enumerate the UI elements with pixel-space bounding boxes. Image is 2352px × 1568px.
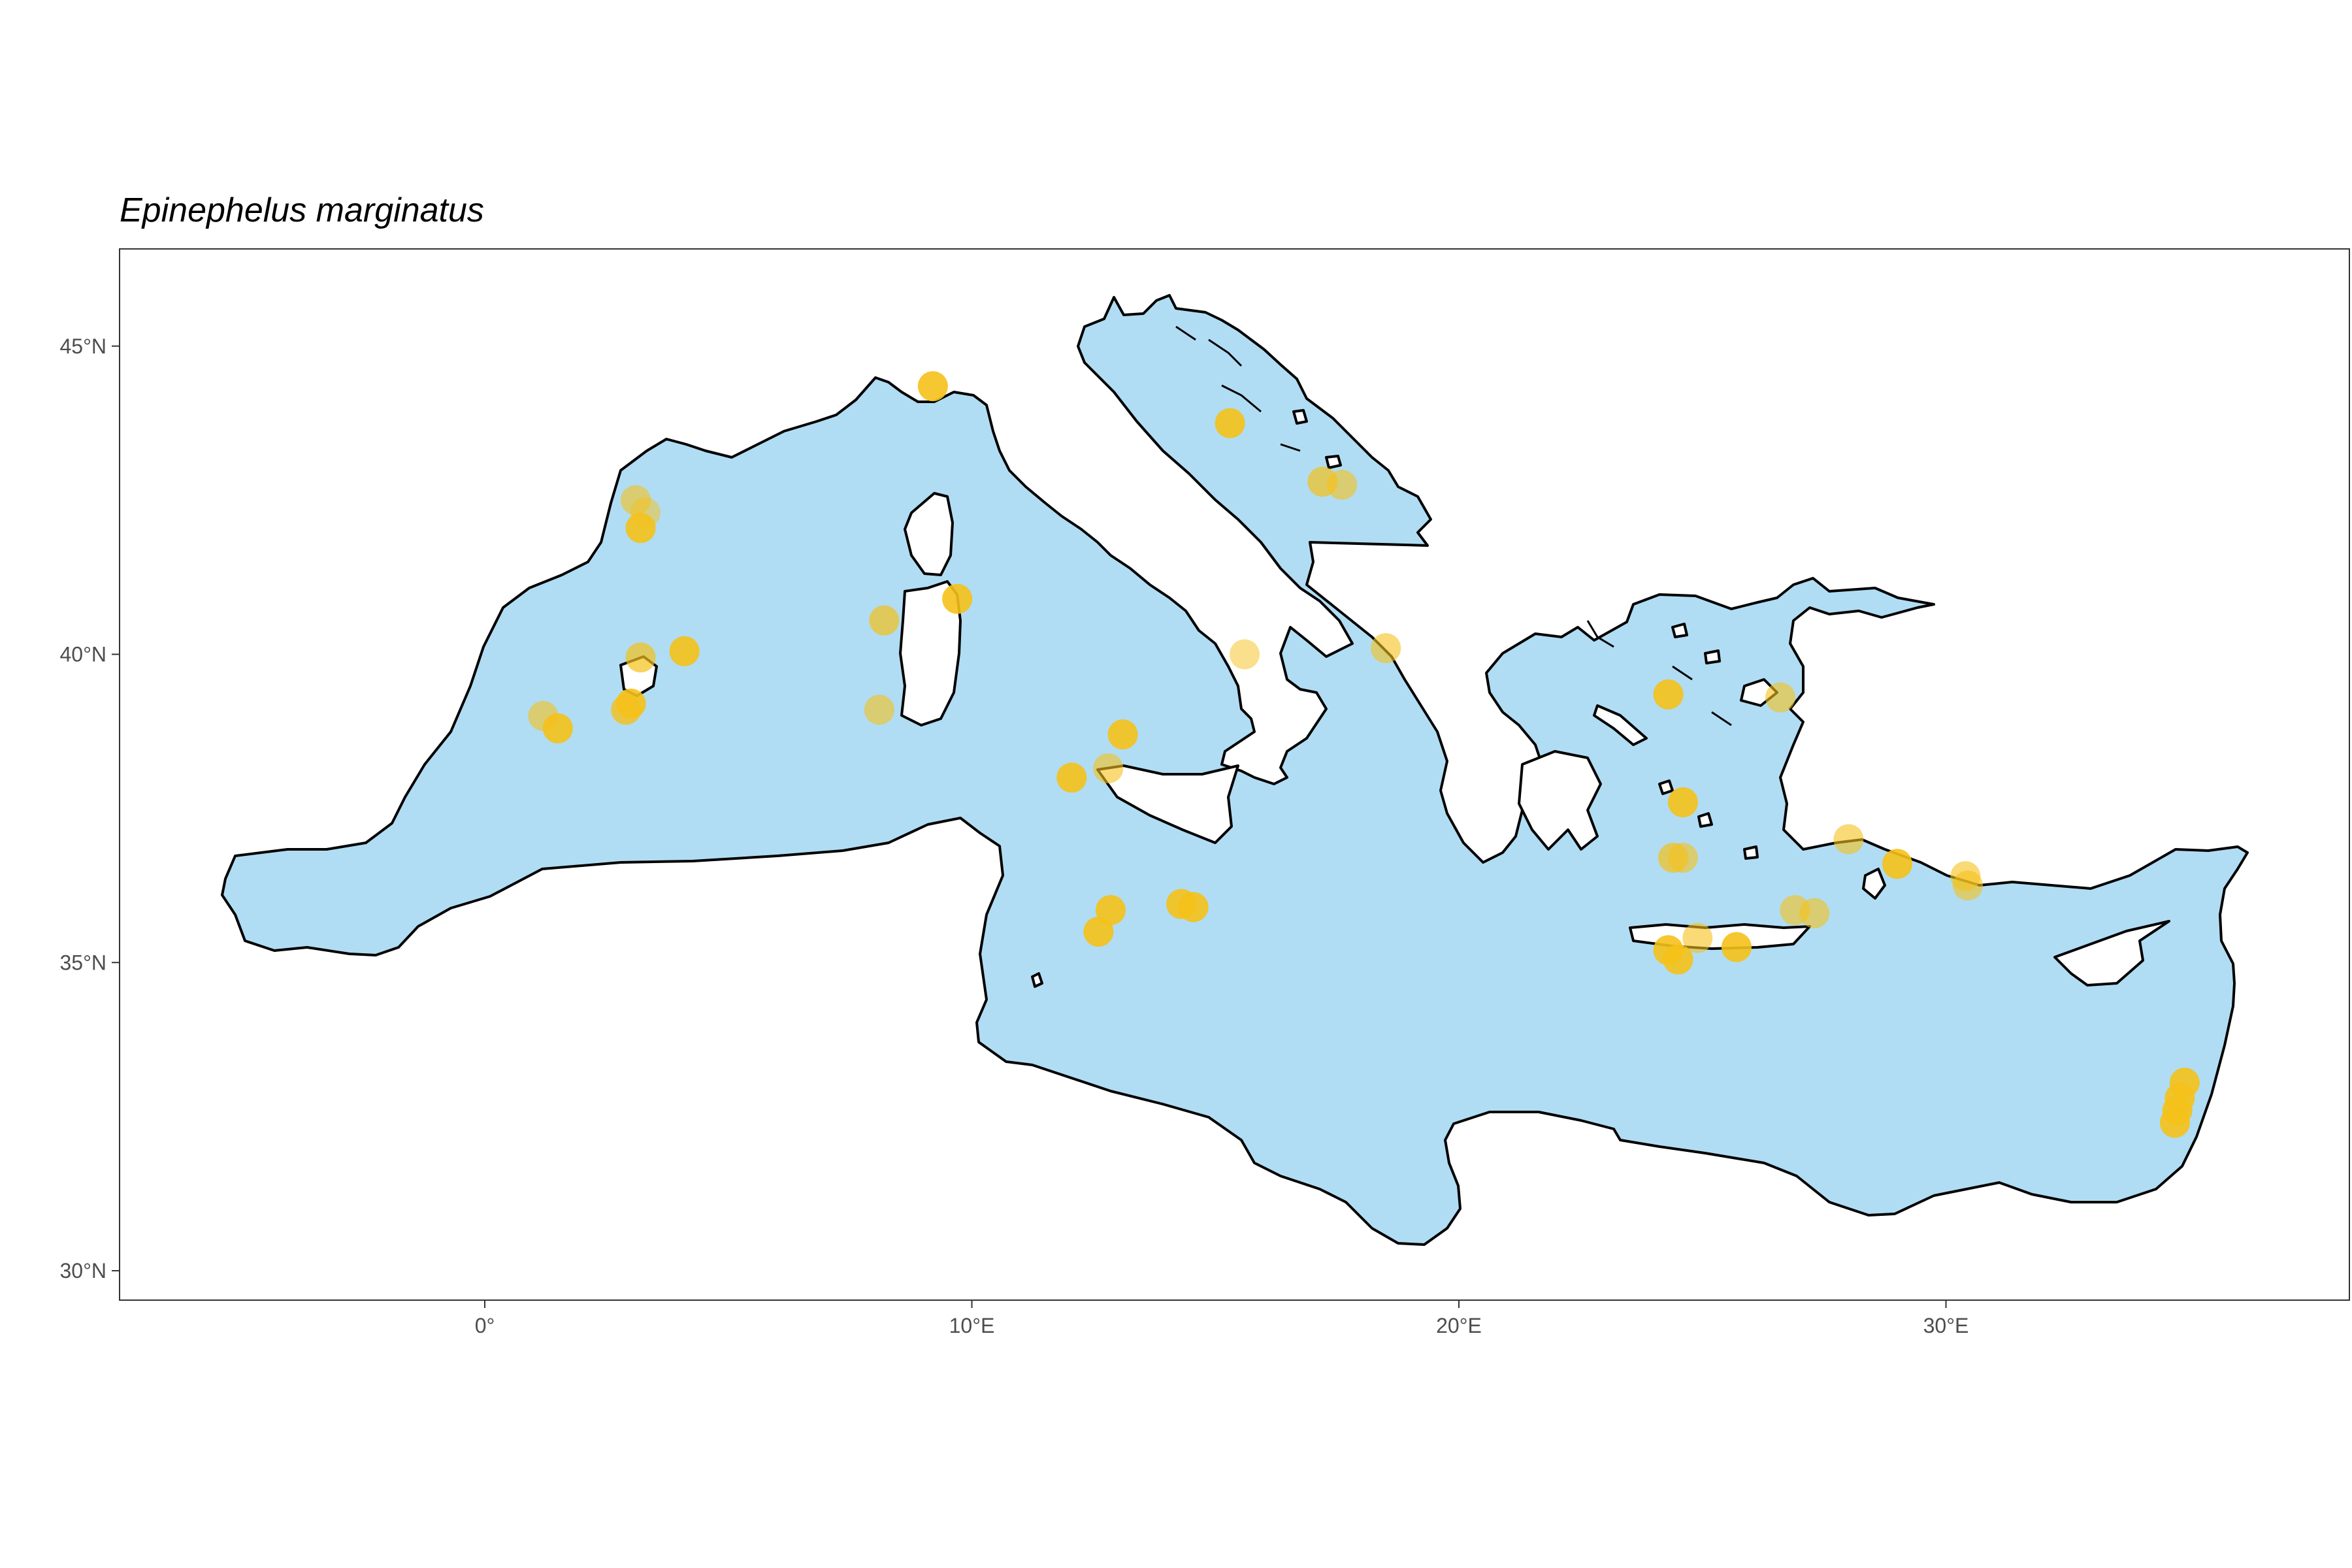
occurrence-point xyxy=(1107,719,1138,750)
coast-details xyxy=(1175,325,1732,727)
island-euboea xyxy=(1593,704,1648,746)
x-tick-label: 30°E xyxy=(1923,1314,1969,1337)
occurrence-point xyxy=(1056,762,1087,793)
occurrence-point xyxy=(2159,1107,2190,1138)
occurrence-point xyxy=(1833,824,1864,855)
x-tick-label: 0° xyxy=(475,1314,495,1337)
occurrence-point xyxy=(1882,849,1912,879)
occurrence-points xyxy=(528,371,2200,1138)
occurrence-point xyxy=(1083,917,1114,947)
occurrence-point xyxy=(1178,892,1209,923)
y-tick-label: 40°N xyxy=(60,643,107,666)
occurrence-point xyxy=(1093,753,1124,784)
island-corsica xyxy=(904,492,954,576)
occurrence-point xyxy=(1215,408,1245,438)
occurrence-point xyxy=(942,583,973,614)
occurrence-point xyxy=(1663,944,1693,975)
y-tick-label: 35°N xyxy=(60,951,107,974)
island-small-2 xyxy=(1697,812,1713,828)
island-small-1 xyxy=(1658,779,1674,795)
peloponnese-land xyxy=(1518,750,1602,851)
island-small-3 xyxy=(1743,845,1759,860)
occurrence-point xyxy=(669,636,700,666)
map-title: Epinephelus marginatus xyxy=(120,191,484,229)
occurrence-point xyxy=(625,642,656,673)
x-tick-label: 20°E xyxy=(1436,1314,1482,1337)
island-small-5 xyxy=(1704,649,1721,664)
occurrence-point xyxy=(1667,842,1698,873)
island-sardinia xyxy=(899,580,962,727)
island-small-6 xyxy=(1292,409,1308,425)
occurrence-point xyxy=(1371,633,1401,664)
panel-border xyxy=(119,248,2350,1301)
island-small-7 xyxy=(1325,455,1342,469)
occurrence-point xyxy=(542,713,573,743)
occurrence-point xyxy=(1682,923,1713,953)
y-axis: 30°N 35°N 40°N 45°N xyxy=(60,335,120,1282)
island-cyprus xyxy=(2053,920,2170,987)
occurrence-point xyxy=(1765,682,1796,713)
adriatic-coast-detail xyxy=(1175,325,1301,452)
y-tick-label: 45°N xyxy=(60,335,107,358)
occurrence-point xyxy=(869,605,900,636)
island-sicily xyxy=(1096,764,1239,844)
y-tick-label: 30°N xyxy=(60,1259,107,1282)
occurrence-point xyxy=(625,513,656,544)
occurrence-point xyxy=(1799,898,1830,928)
occurrence-point xyxy=(1953,870,1984,901)
occurrence-point xyxy=(1653,679,1684,710)
occurrence-point xyxy=(611,694,642,725)
x-axis: 0° 10°E 20°E 30°E xyxy=(475,1300,1969,1337)
island-rhodes xyxy=(1862,868,1886,900)
occurrence-point xyxy=(1229,639,1260,670)
x-tick-label: 10°E xyxy=(949,1314,995,1337)
occurrence-point xyxy=(864,694,894,725)
island-small-4 xyxy=(1671,623,1688,638)
occurrence-point xyxy=(1327,470,1358,500)
occurrence-point xyxy=(1667,787,1698,817)
occurrence-point xyxy=(917,371,948,402)
occurrence-point xyxy=(1721,932,1752,962)
island-small-8 xyxy=(1031,972,1043,988)
aegean-coast-detail xyxy=(1586,620,1732,727)
